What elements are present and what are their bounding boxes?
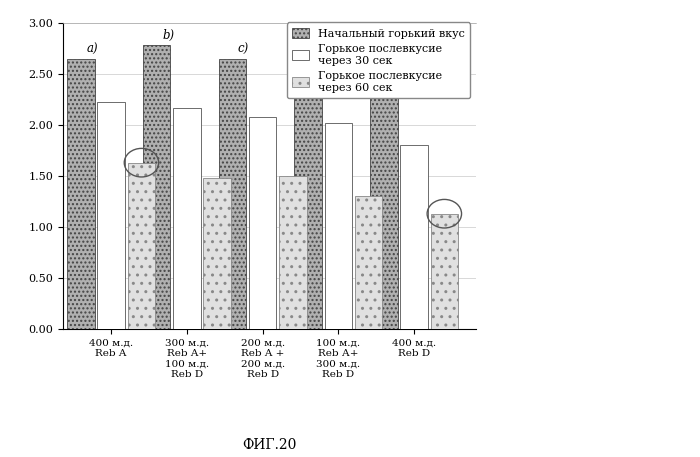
Text: c): c): [238, 43, 249, 55]
Bar: [204, 178, 231, 329]
Bar: [370, 87, 398, 329]
Bar: [67, 58, 94, 329]
Text: d): d): [314, 48, 326, 61]
Bar: [143, 45, 170, 329]
Bar: [279, 176, 307, 329]
Bar: [97, 102, 125, 329]
Bar: [325, 123, 352, 329]
Text: ФИГ.20: ФИГ.20: [242, 438, 297, 452]
Bar: [173, 107, 201, 329]
Bar: [127, 163, 155, 329]
Legend: Начальный горький вкус, Горькое послевкусие
через 30 сек, Горькое послевкусие
че: Начальный горький вкус, Горькое послевку…: [287, 22, 470, 98]
Text: b): b): [162, 29, 174, 42]
Bar: [248, 117, 276, 329]
Bar: [294, 64, 322, 329]
Text: e): e): [389, 71, 401, 84]
Bar: [355, 197, 382, 329]
Bar: [218, 58, 246, 329]
Text: a): a): [86, 43, 98, 55]
Bar: [430, 214, 458, 329]
Bar: [400, 145, 428, 329]
